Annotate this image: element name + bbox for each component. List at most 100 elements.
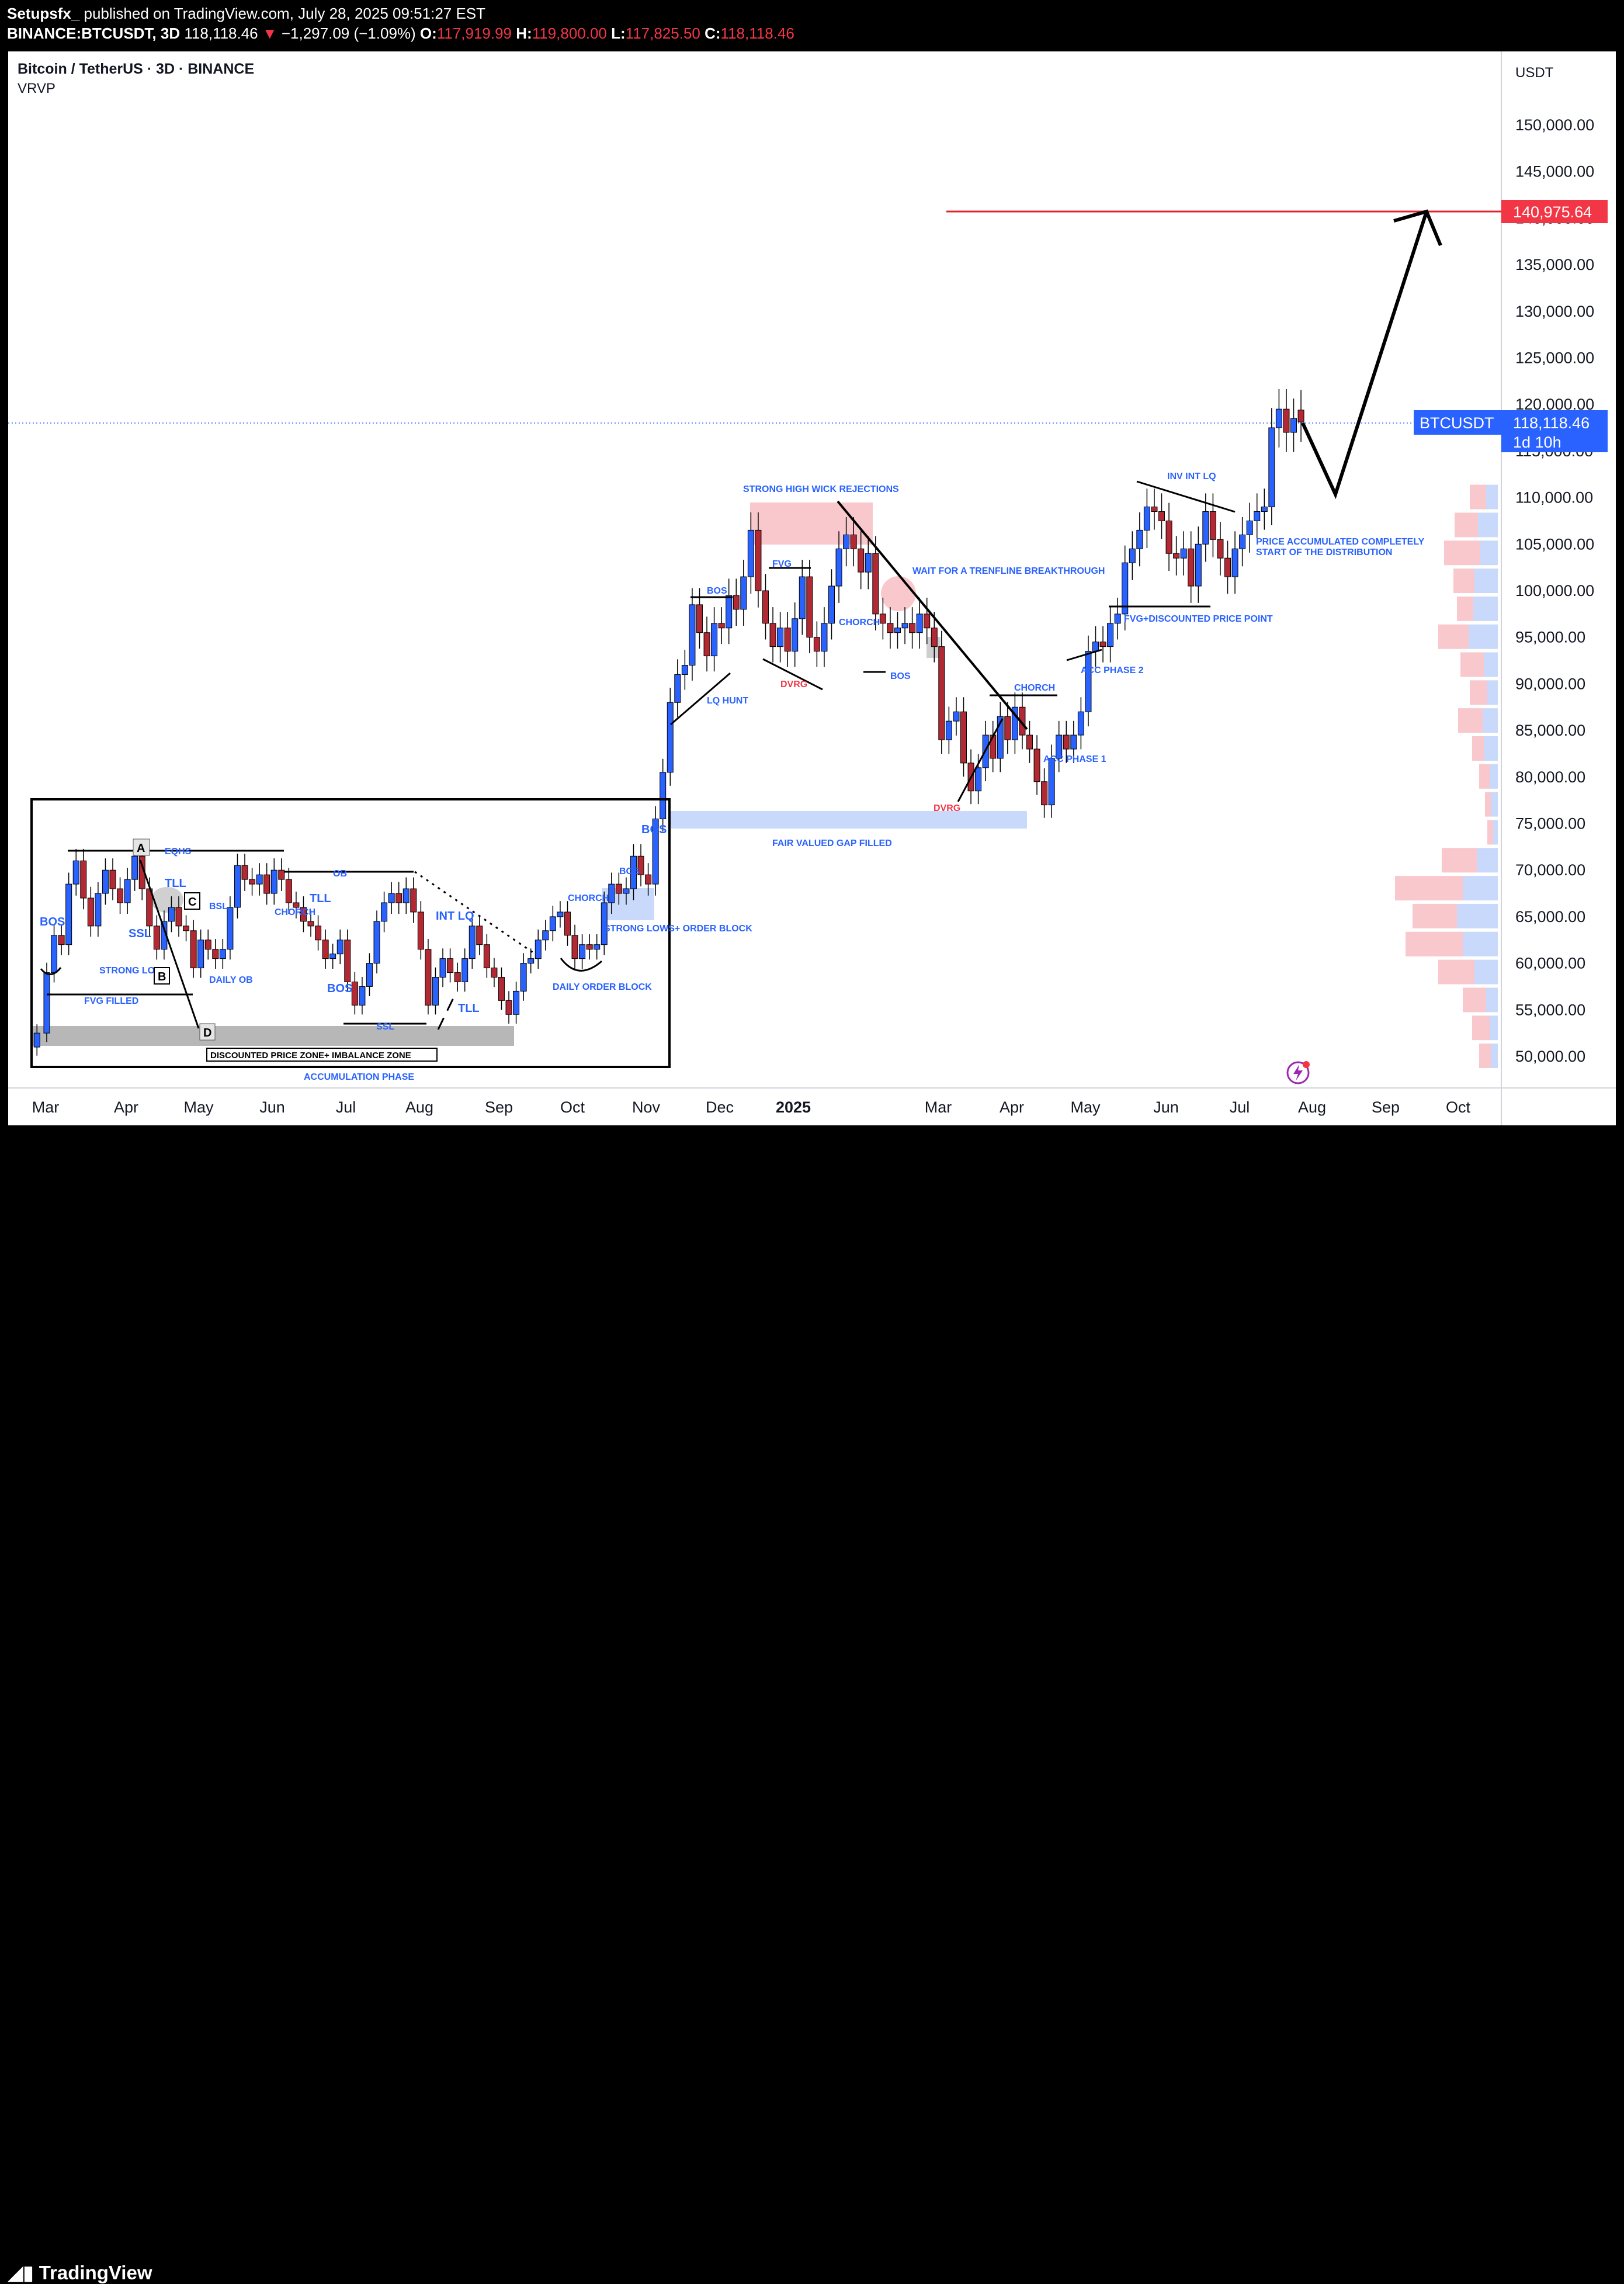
candle[interactable] bbox=[109, 858, 116, 900]
candle[interactable] bbox=[1099, 626, 1106, 663]
candle[interactable] bbox=[410, 877, 417, 923]
candle[interactable] bbox=[733, 578, 740, 626]
candle[interactable] bbox=[307, 910, 314, 937]
candle[interactable] bbox=[483, 934, 490, 978]
candle[interactable] bbox=[315, 915, 322, 951]
candle[interactable] bbox=[549, 906, 556, 942]
candle[interactable] bbox=[373, 910, 380, 973]
candle[interactable] bbox=[344, 929, 351, 992]
candle[interactable] bbox=[901, 607, 908, 644]
candle[interactable] bbox=[102, 858, 109, 905]
candle[interactable] bbox=[234, 854, 241, 919]
candle[interactable] bbox=[696, 588, 703, 649]
candle[interactable] bbox=[153, 915, 160, 960]
candle[interactable] bbox=[953, 697, 960, 736]
candle[interactable] bbox=[1056, 720, 1063, 772]
candle[interactable] bbox=[1085, 635, 1092, 727]
candle[interactable] bbox=[256, 863, 263, 896]
candle[interactable] bbox=[285, 868, 292, 914]
candle[interactable] bbox=[601, 891, 608, 955]
candle[interactable] bbox=[762, 574, 769, 640]
candle[interactable] bbox=[681, 650, 688, 690]
candle[interactable] bbox=[1173, 536, 1180, 576]
candle[interactable] bbox=[175, 896, 182, 937]
candle[interactable] bbox=[395, 882, 402, 914]
candle[interactable] bbox=[33, 1024, 40, 1056]
candle[interactable] bbox=[439, 948, 446, 987]
candle[interactable] bbox=[388, 882, 395, 914]
candle[interactable] bbox=[990, 720, 997, 772]
candle[interactable] bbox=[1063, 720, 1070, 763]
candle[interactable] bbox=[1231, 531, 1238, 594]
candle[interactable] bbox=[586, 934, 593, 960]
candle[interactable] bbox=[843, 517, 850, 567]
candle[interactable] bbox=[960, 697, 967, 777]
candles[interactable] bbox=[33, 389, 1304, 1056]
candle[interactable] bbox=[520, 953, 527, 1001]
candle[interactable] bbox=[95, 882, 102, 937]
candle[interactable] bbox=[535, 929, 542, 969]
candle[interactable] bbox=[469, 915, 476, 969]
candle[interactable] bbox=[322, 929, 329, 969]
candle[interactable] bbox=[1180, 531, 1187, 576]
candle[interactable] bbox=[813, 621, 820, 667]
candle[interactable] bbox=[755, 512, 762, 608]
candle[interactable] bbox=[80, 848, 87, 910]
candle[interactable] bbox=[402, 877, 410, 914]
candle[interactable] bbox=[1092, 626, 1099, 667]
candle[interactable] bbox=[645, 863, 652, 896]
candle[interactable] bbox=[1195, 526, 1202, 603]
candle[interactable] bbox=[425, 939, 432, 1015]
candle[interactable] bbox=[799, 559, 806, 635]
candle[interactable] bbox=[835, 531, 842, 603]
candle[interactable] bbox=[1129, 531, 1136, 580]
candle[interactable] bbox=[190, 920, 197, 978]
candle[interactable] bbox=[329, 944, 336, 969]
candle[interactable] bbox=[667, 688, 674, 786]
candle[interactable] bbox=[828, 569, 835, 640]
candle[interactable] bbox=[769, 607, 776, 663]
candle[interactable] bbox=[615, 872, 622, 905]
candle[interactable] bbox=[300, 896, 307, 933]
candle[interactable] bbox=[366, 953, 373, 996]
candle[interactable] bbox=[557, 901, 564, 928]
candle[interactable] bbox=[931, 612, 938, 663]
candle[interactable] bbox=[924, 597, 931, 644]
candle[interactable] bbox=[1275, 389, 1282, 448]
candle[interactable] bbox=[747, 512, 754, 594]
candle[interactable] bbox=[777, 612, 784, 663]
tradingview-logo[interactable]: ◢▮ TradingView bbox=[8, 2261, 152, 2284]
candle[interactable] bbox=[183, 915, 190, 942]
candle[interactable] bbox=[43, 962, 50, 1042]
candle[interactable] bbox=[564, 901, 571, 946]
candle[interactable] bbox=[1165, 502, 1172, 571]
candle[interactable] bbox=[447, 948, 454, 983]
candle[interactable] bbox=[72, 848, 79, 896]
candle[interactable] bbox=[1114, 597, 1121, 640]
candle[interactable] bbox=[1261, 488, 1268, 530]
author-name[interactable]: Setupsfx_ bbox=[7, 5, 80, 22]
candle[interactable] bbox=[740, 559, 747, 626]
candle[interactable] bbox=[417, 901, 424, 960]
candle[interactable] bbox=[703, 616, 710, 672]
candle[interactable] bbox=[858, 531, 865, 590]
candle[interactable] bbox=[652, 806, 659, 896]
candle[interactable] bbox=[263, 863, 270, 905]
candle[interactable] bbox=[1224, 540, 1231, 594]
candle[interactable] bbox=[718, 607, 725, 644]
candle[interactable] bbox=[1004, 702, 1011, 754]
candle[interactable] bbox=[1011, 692, 1018, 754]
candle[interactable] bbox=[608, 872, 615, 914]
candle[interactable] bbox=[293, 891, 300, 919]
candle[interactable] bbox=[381, 891, 388, 933]
candle[interactable] bbox=[784, 612, 791, 667]
candle[interactable] bbox=[65, 872, 72, 955]
candle[interactable] bbox=[879, 597, 886, 640]
candle[interactable] bbox=[1107, 607, 1114, 663]
candle[interactable] bbox=[249, 868, 256, 896]
candle[interactable] bbox=[938, 630, 945, 754]
symbol-legend[interactable]: Bitcoin / TetherUS · 3D · BINANCE bbox=[18, 61, 255, 77]
candle[interactable] bbox=[1151, 488, 1158, 530]
candle[interactable] bbox=[1033, 735, 1040, 795]
candle[interactable] bbox=[1254, 493, 1261, 539]
